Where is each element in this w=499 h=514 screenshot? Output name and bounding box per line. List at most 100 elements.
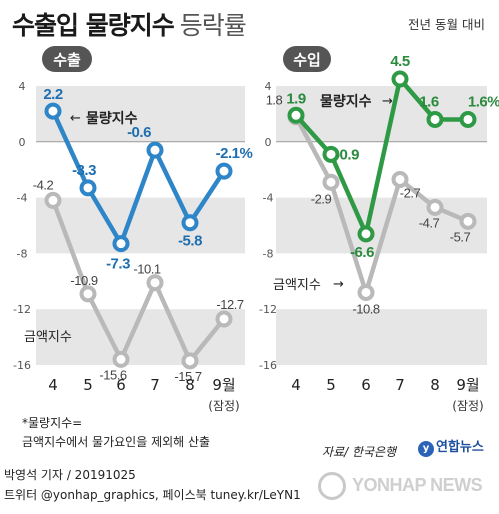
- import-data-label: 4.5: [390, 53, 410, 70]
- import-xtick: 5: [326, 376, 336, 394]
- import-volume-name: 물량지수: [320, 94, 372, 110]
- export-data-label: -2.1%: [216, 145, 253, 162]
- export-data-label: 2.2: [43, 86, 63, 103]
- export-xtick-note: (잠정): [208, 399, 239, 413]
- export-series-value-point: [112, 350, 130, 368]
- export-data-label: -4.2: [33, 177, 54, 192]
- export-xtick: 4: [48, 376, 58, 394]
- import-ytick: 0: [265, 136, 272, 149]
- import-data-label: -2.7: [400, 185, 421, 200]
- import-series-value-point: [391, 170, 409, 188]
- source-note: 자료/ 한국은행: [322, 445, 397, 459]
- export-ytick: 0: [19, 136, 26, 149]
- import-series-volume-point: [287, 106, 305, 124]
- import-xtick: 8: [430, 376, 440, 394]
- social-links: 트위터 @yonhap_graphics, 페이스북 tuney.kr/LeYN…: [4, 488, 301, 502]
- export-data-label: -10.1: [133, 262, 160, 277]
- export-ytick: -4: [17, 192, 28, 205]
- import-xtick: 4: [291, 376, 301, 394]
- export-series-value-line: [50, 199, 226, 364]
- byline: 박영석 기자 / 20191025: [4, 468, 136, 482]
- export-xtick: 9월: [212, 376, 235, 394]
- import-data-label: -2.9: [311, 191, 332, 206]
- export-series-value-point: [146, 274, 164, 292]
- import-series-volume-point: [357, 225, 375, 243]
- import-data-label: -6.6: [350, 244, 374, 261]
- page-title: 수출입 물량지수 등락률: [12, 6, 247, 42]
- export-series-volume-point: [79, 179, 97, 197]
- watermark-text: YONHAP NEWS: [352, 475, 483, 495]
- export-xtick: 6: [116, 376, 126, 394]
- export-data-label: -15.6: [99, 367, 126, 382]
- import-panel-pill: [283, 46, 331, 72]
- import-series-value-point: [426, 198, 444, 216]
- import-xtick: 9월: [456, 376, 479, 394]
- export-xtick: 8: [185, 376, 195, 394]
- export-ytick: -16: [13, 359, 31, 372]
- export-value-name: 금액지수: [24, 330, 72, 345]
- export-ytick: -8: [17, 247, 28, 260]
- export-series-volume-point: [146, 141, 164, 159]
- export-data-label: -3.3: [72, 162, 96, 179]
- import-data-label: 1.6%: [468, 93, 499, 110]
- export-panel-label: 수출: [53, 51, 81, 69]
- export-band-0: [36, 86, 245, 142]
- export-series-value-point: [181, 352, 199, 370]
- export-series-volume-line: [50, 110, 226, 246]
- import-series-value-point: [459, 212, 477, 230]
- export-series-volume-point: [215, 162, 233, 180]
- export-series-value-point: [44, 191, 62, 209]
- import-series-volume-point: [426, 110, 444, 128]
- import-data-label: -4.7: [419, 215, 440, 230]
- title-main: 수출입 물량지수: [12, 11, 175, 40]
- import-value-name: 금액지수: [273, 278, 321, 293]
- import-band-2: [276, 309, 487, 365]
- import-data-label: -0.9: [335, 146, 359, 163]
- export-ytick: -12: [13, 303, 31, 316]
- import-series-value-point: [357, 283, 375, 301]
- import-data-label: 1.6: [419, 93, 439, 110]
- export-data-label: -10.9: [70, 273, 97, 288]
- import-data-label: -5.7: [450, 229, 471, 244]
- footnote-line1: *물량지수=: [22, 416, 83, 430]
- export-data-label: -15.7: [174, 369, 201, 384]
- import-data-label: 1.9: [286, 90, 306, 107]
- footnote-line2: 금액지수에서 물가요인을 제외해 산출: [22, 435, 211, 449]
- export-data-label: -0.6: [127, 124, 151, 141]
- import-series-value-point: [322, 173, 340, 191]
- export-series-volume-point: [181, 214, 199, 232]
- export-series-value-point: [79, 285, 97, 303]
- import-xtick: 7: [395, 376, 405, 394]
- import-series-volume-point: [459, 110, 477, 128]
- import-xtick: 6: [361, 376, 371, 394]
- import-ytick: -16: [259, 359, 277, 372]
- export-panel-pill: [42, 46, 92, 72]
- export-series-value-point: [215, 310, 233, 328]
- export-volume-name: 물량지수: [86, 111, 138, 127]
- export-series-volume-point: [112, 235, 130, 253]
- import-ytick: -8: [263, 247, 274, 260]
- yonhap-logo-text: 연합뉴스: [436, 440, 484, 455]
- yonhap-logo: y 연합뉴스: [418, 436, 484, 457]
- import-series-volume-point: [322, 145, 340, 163]
- import-value-arrow-icon: →: [333, 277, 344, 292]
- import-data-label: -10.8: [352, 301, 379, 316]
- import-xtick-note: (잠정): [452, 399, 483, 413]
- title-subtitle: 등락률: [179, 11, 247, 40]
- watermark: YONHAP NEWS: [312, 470, 496, 504]
- export-ytick: 4: [19, 80, 26, 93]
- export-data-label: -12.7: [216, 297, 243, 312]
- export-xtick: 7: [150, 376, 160, 394]
- export-data-label: -5.8: [178, 233, 202, 250]
- import-ytick: -12: [259, 303, 277, 316]
- import-ytick: 4: [265, 80, 272, 93]
- yonhap-logo-icon: y: [418, 441, 434, 457]
- import-ytick: -4: [263, 192, 274, 205]
- import-volume-arrow-icon: →: [382, 94, 393, 109]
- import-series-volume-point: [391, 70, 409, 88]
- export-data-label: -7.3: [106, 256, 130, 273]
- comparison-note: 전년 동월 대비: [408, 17, 485, 32]
- export-series-volume-point: [44, 102, 62, 120]
- import-panel-label: 수입: [293, 51, 321, 69]
